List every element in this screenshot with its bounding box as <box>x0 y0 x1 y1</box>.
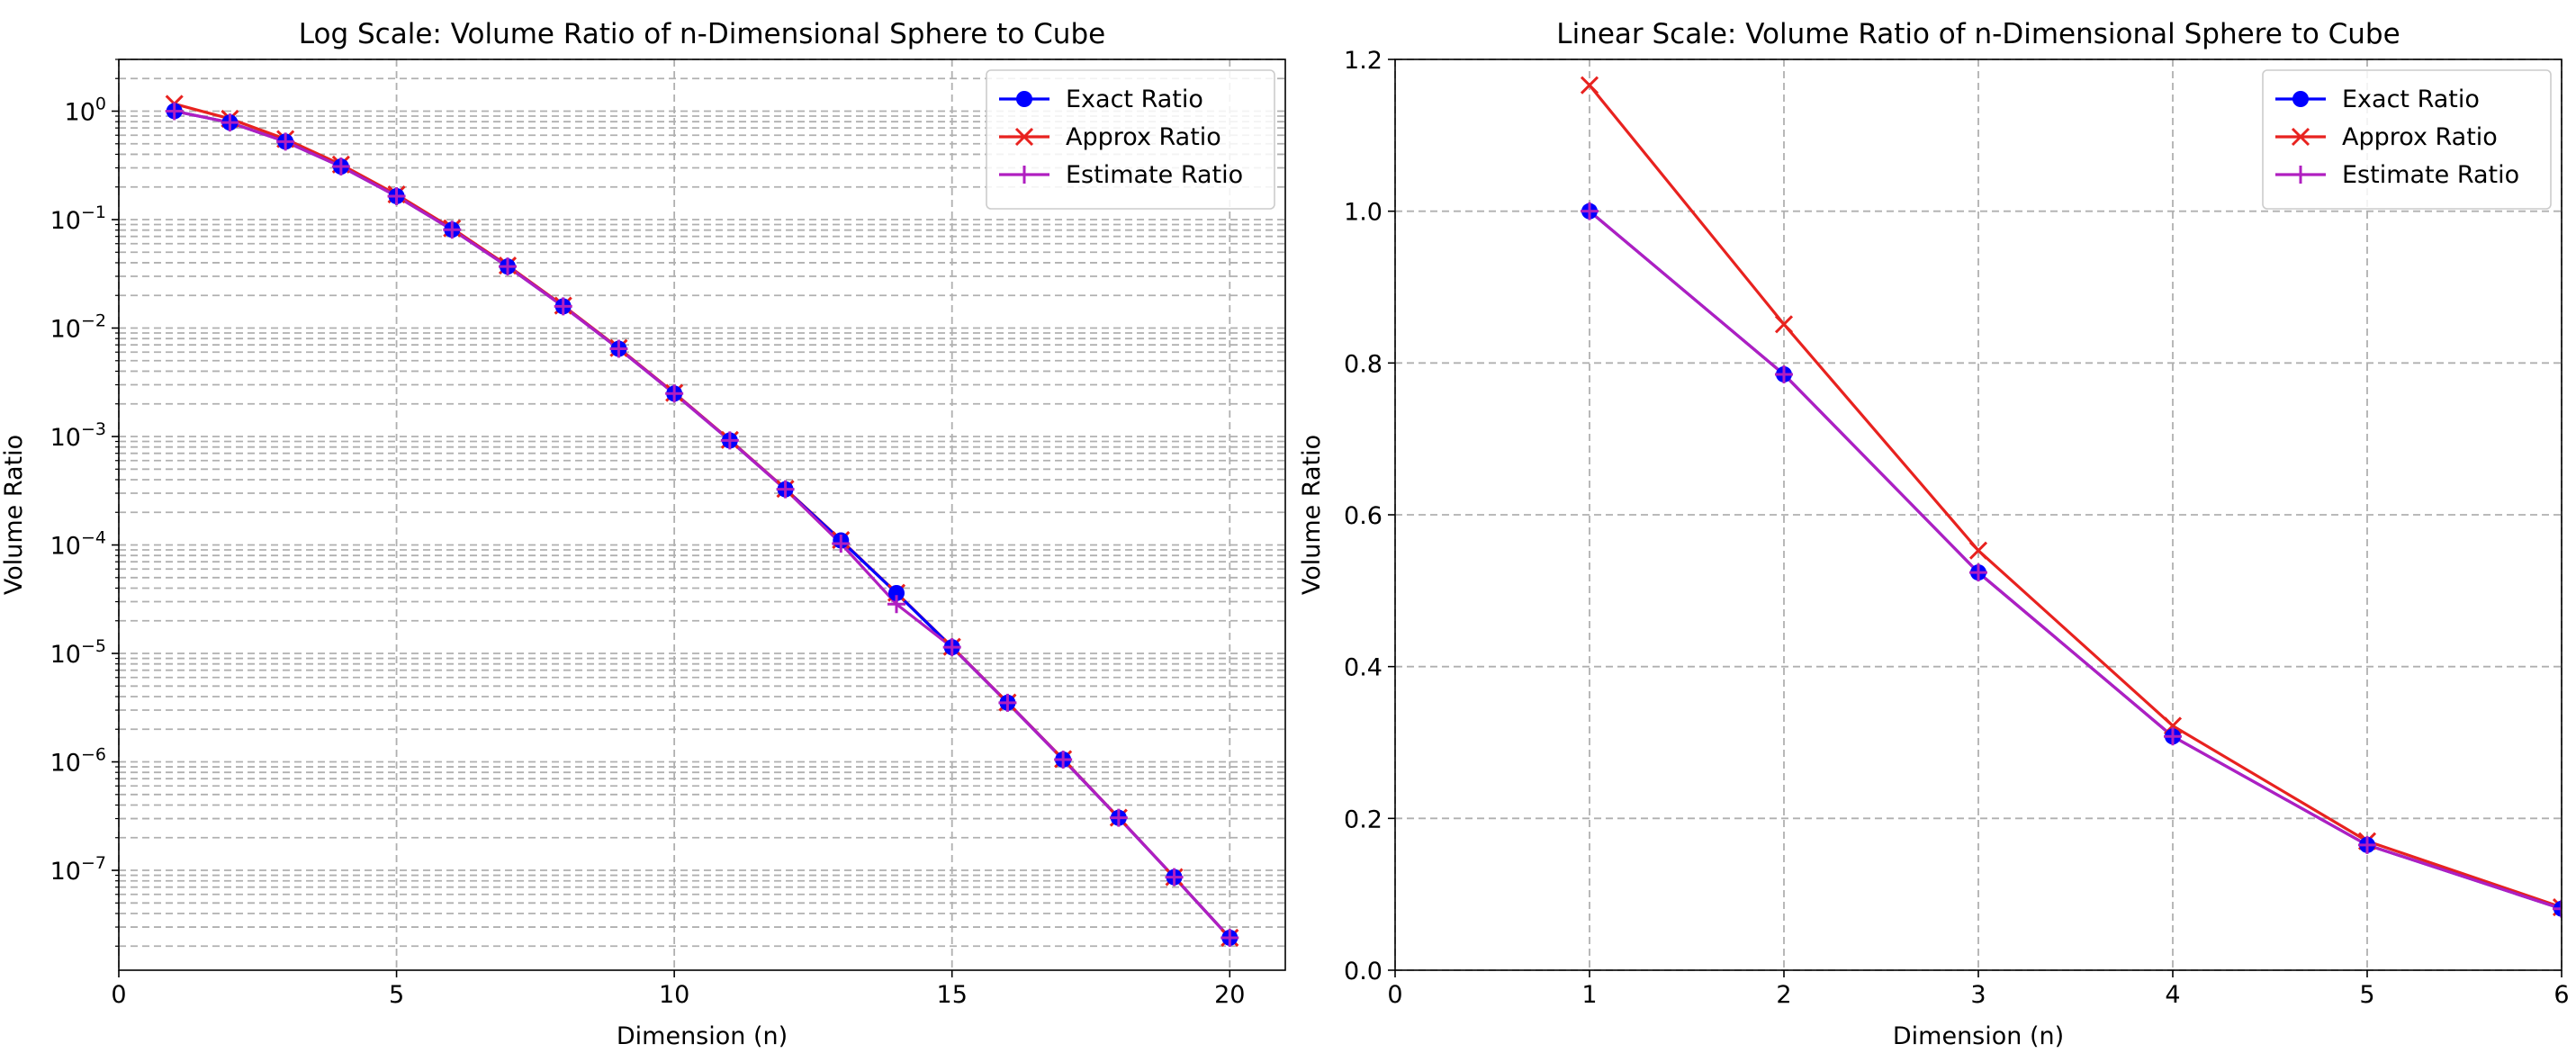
data-point <box>720 431 739 450</box>
data-point <box>443 220 462 239</box>
x-tick-label: 2 <box>1776 981 1791 1009</box>
data-point <box>888 584 905 601</box>
x-tick-label: 0 <box>111 981 126 1009</box>
legend-box <box>2262 69 2552 210</box>
legend-label: Exact Ratio <box>1066 86 1203 113</box>
legend-label: Estimate Ratio <box>2342 161 2519 189</box>
legend-marker <box>1014 127 1034 147</box>
y-tick-label: 0.6 <box>1344 502 1383 530</box>
legend-box <box>986 69 1275 210</box>
linear-scale-panel: Linear Scale: Volume Ratio of n-Dimensio… <box>1298 18 2570 1050</box>
data-point <box>887 595 905 614</box>
x-tick-label: 6 <box>2553 981 2569 1009</box>
data-point <box>609 339 628 358</box>
grid <box>118 58 1285 970</box>
plot-area <box>1580 76 2562 918</box>
y-axis-label: Volume Ratio <box>1298 435 1326 595</box>
y-tick-label: 0.8 <box>1344 350 1383 378</box>
x-tick-label: 10 <box>659 981 689 1009</box>
legend: Exact Ratio Approx Ratio Estimate Ratio <box>986 69 1275 210</box>
data-point <box>1968 541 1988 560</box>
data-point <box>1054 750 1073 769</box>
data-point <box>1109 808 1128 827</box>
data-point <box>832 534 851 553</box>
legend-item: Approx Ratio <box>999 123 1221 151</box>
legend: Exact Ratio Approx Ratio Estimate Ratio <box>2262 69 2552 210</box>
data-point <box>554 297 572 316</box>
data-point <box>1165 868 1184 886</box>
x-tick-label: 20 <box>1214 981 1245 1009</box>
data-point <box>2164 727 2182 746</box>
legend-item: Exact Ratio <box>2275 86 2480 113</box>
legend-label: Approx Ratio <box>2342 123 2498 151</box>
legend-marker <box>1015 166 1033 184</box>
data-point <box>165 102 184 121</box>
legend-item: Exact Ratio <box>999 86 1203 113</box>
data-point <box>1581 202 1599 220</box>
x-tick-label: 5 <box>389 981 404 1009</box>
y-tick-label: 0.2 <box>1344 806 1383 833</box>
chart-title: Linear Scale: Volume Ratio of n-Dimensio… <box>1556 18 2400 50</box>
legend-marker <box>2292 166 2310 184</box>
data-point <box>1774 315 1794 334</box>
y-tick-label: 1.0 <box>1344 199 1383 227</box>
series-line-approx-ratio <box>1588 84 2562 909</box>
data-point <box>942 638 961 657</box>
y-tick-label: 10−3 <box>50 419 106 452</box>
y-tick-label: 10−5 <box>50 636 106 669</box>
y-tick-label: 100 <box>65 94 106 126</box>
legend-marker <box>2291 127 2310 147</box>
axes-frame <box>118 58 1286 971</box>
data-point <box>2358 835 2376 854</box>
y-tick-label: 0.4 <box>1344 654 1383 682</box>
x-tick-label: 4 <box>2165 981 2180 1009</box>
x-axis-label: Dimension (n) <box>1893 1022 2064 1050</box>
series-line-exact-ratio <box>1588 210 2562 911</box>
y-tick-label: 10−6 <box>50 745 106 778</box>
data-point <box>221 113 239 132</box>
data-point <box>331 158 350 176</box>
y-tick-label: 0.0 <box>1344 958 1383 986</box>
x-tick-label: 5 <box>2359 981 2374 1009</box>
legend-item: Estimate Ratio <box>999 161 1243 189</box>
legend-label: Estimate Ratio <box>1066 161 1243 189</box>
x-tick-label: 3 <box>1970 981 1986 1009</box>
x-axis-label: Dimension (n) <box>617 1022 788 1050</box>
data-point <box>387 186 406 205</box>
y-axis-label: Volume Ratio <box>0 435 28 595</box>
legend-label: Approx Ratio <box>1066 123 1221 151</box>
y-tick-label: 10−7 <box>50 853 106 886</box>
data-point <box>276 132 295 151</box>
legend-marker <box>1016 91 1032 107</box>
y-tick-label: 10−1 <box>50 202 106 235</box>
data-point <box>1775 364 1793 383</box>
data-point <box>665 384 684 403</box>
x-tick-label: 1 <box>1581 981 1597 1009</box>
series-line-exact-ratio <box>174 109 1231 940</box>
x-tick-label: 15 <box>937 981 968 1009</box>
log-scale-panel: Log Scale: Volume Ratio of n-Dimensional… <box>0 18 1286 1050</box>
data-point <box>1580 76 1599 94</box>
legend-marker <box>2292 91 2309 107</box>
y-tick-label: 1.2 <box>1344 47 1383 75</box>
data-point <box>1220 928 1239 947</box>
legend-item: Approx Ratio <box>2275 123 2498 151</box>
x-tick-label: 0 <box>1387 981 1402 1009</box>
y-tick-label: 10−2 <box>50 311 106 344</box>
data-point <box>2553 899 2562 918</box>
data-point <box>998 693 1017 712</box>
legend-label: Exact Ratio <box>2342 86 2480 113</box>
legend-item: Estimate Ratio <box>2275 161 2519 189</box>
series-line-estimate-ratio <box>1588 210 2562 911</box>
y-tick-label: 10−4 <box>50 528 106 561</box>
data-point <box>776 480 795 499</box>
series-line-approx-ratio <box>174 102 1231 940</box>
data-point <box>499 257 517 276</box>
data-point <box>1969 563 1987 582</box>
series-line-estimate-ratio <box>174 109 1231 940</box>
chart-title: Log Scale: Volume Ratio of n-Dimensional… <box>299 18 1105 50</box>
plot-area <box>165 94 1239 948</box>
